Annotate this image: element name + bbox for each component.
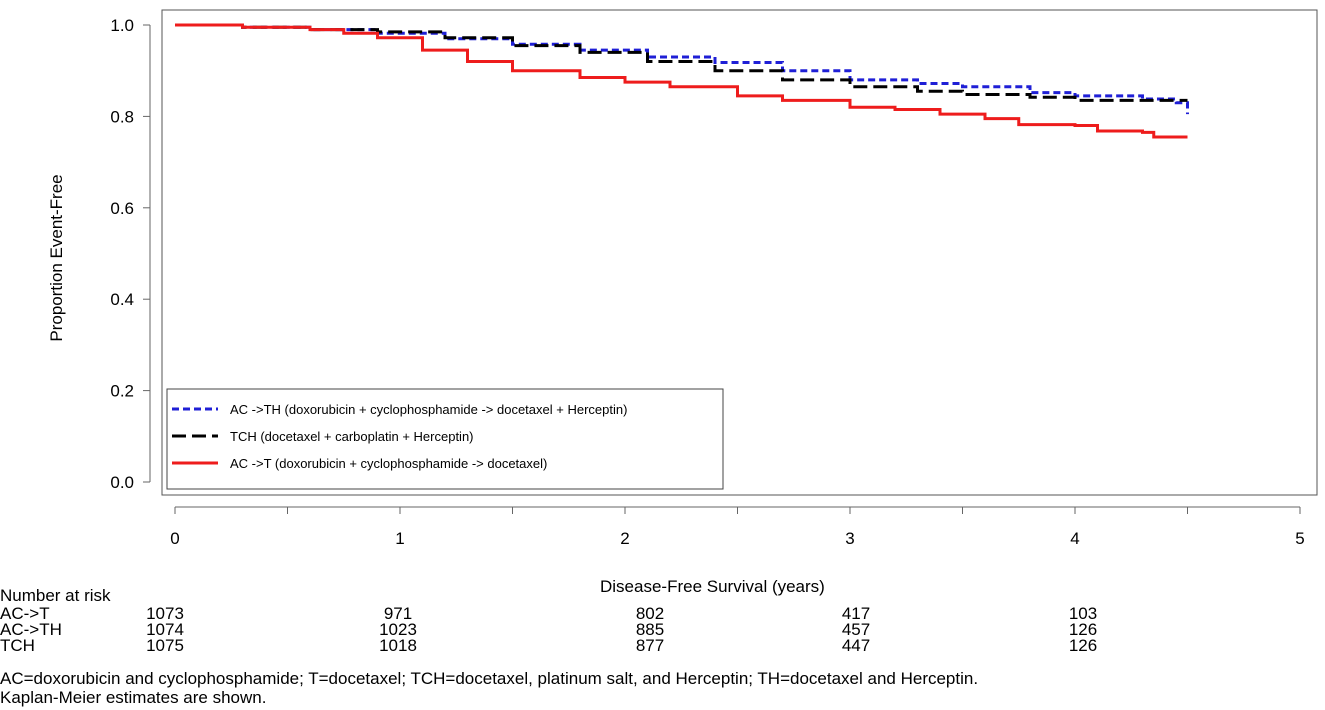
legend: AC ->TH (doxorubicin + cyclophosphamide … [166,388,724,490]
risk-count: 802 [635,604,665,623]
risk-count: 457 [841,620,871,639]
x-tick-label: 3 [845,529,854,548]
y-tick-label: 0.2 [110,382,134,401]
series-layer [175,23,1189,139]
risk-count: 103 [1068,604,1098,623]
x-tick-label: 5 [1295,529,1304,548]
risk-count: 1075 [146,636,184,655]
footnote-method: Kaplan-Meier estimates are shown. [0,688,267,707]
series-line-1 [175,23,1189,115]
x-tick-label: 2 [620,529,629,548]
risk-count: 1074 [146,620,184,639]
risk-row-label: AC->T [0,604,50,623]
y-axis-label: Proportion Event-Free [47,174,66,341]
risk-count: 1018 [379,636,417,655]
risk-count: 1073 [146,604,184,623]
y-tick-label: 0.0 [110,473,134,492]
series-line-3 [175,23,1188,139]
series-line-2 [175,23,1188,102]
risk-count: 126 [1068,636,1098,655]
y-tick-label: 0.8 [110,107,134,126]
y-tick-label: 0.6 [110,199,134,218]
y-tick-label: 0.4 [110,290,134,309]
risk-count: 1023 [379,620,417,639]
axes: 0 1 2 3 4 5 0.0 0.2 0.4 0.6 0.8 1.0 [110,16,1304,548]
x-tick-label: 4 [1070,529,1079,548]
risk-count: 877 [635,636,665,655]
legend-box [166,388,724,490]
risk-table-title: Number at risk [0,586,111,605]
risk-count: 971 [383,604,413,623]
km-plot: 0 1 2 3 4 5 0.0 0.2 0.4 0.6 0.8 1.0 Proportion Even… [47,9,1318,548]
risk-count: 417 [841,604,871,623]
footnote-abbreviations: AC=doxorubicin and cyclophosphamide; T=d… [0,669,979,688]
x-axis-label: Disease-Free Survival (years) [600,577,825,596]
risk-count: 885 [635,620,665,639]
risk-count: 126 [1068,620,1098,639]
legend-label: AC ->T (doxorubicin + cyclophosphamide -… [230,456,547,471]
risk-row-label: AC->TH [0,620,62,639]
plot-frame [161,9,1318,496]
x-tick-label: 0 [170,529,179,548]
legend-label: TCH (docetaxel + carboplatin + Herceptin… [230,429,474,444]
risk-row-label: TCH [0,636,35,655]
y-tick-label: 1.0 [110,16,134,35]
legend-label: AC ->TH (doxorubicin + cyclophosphamide … [230,402,627,417]
risk-count: 447 [841,636,871,655]
x-tick-label: 1 [395,529,404,548]
